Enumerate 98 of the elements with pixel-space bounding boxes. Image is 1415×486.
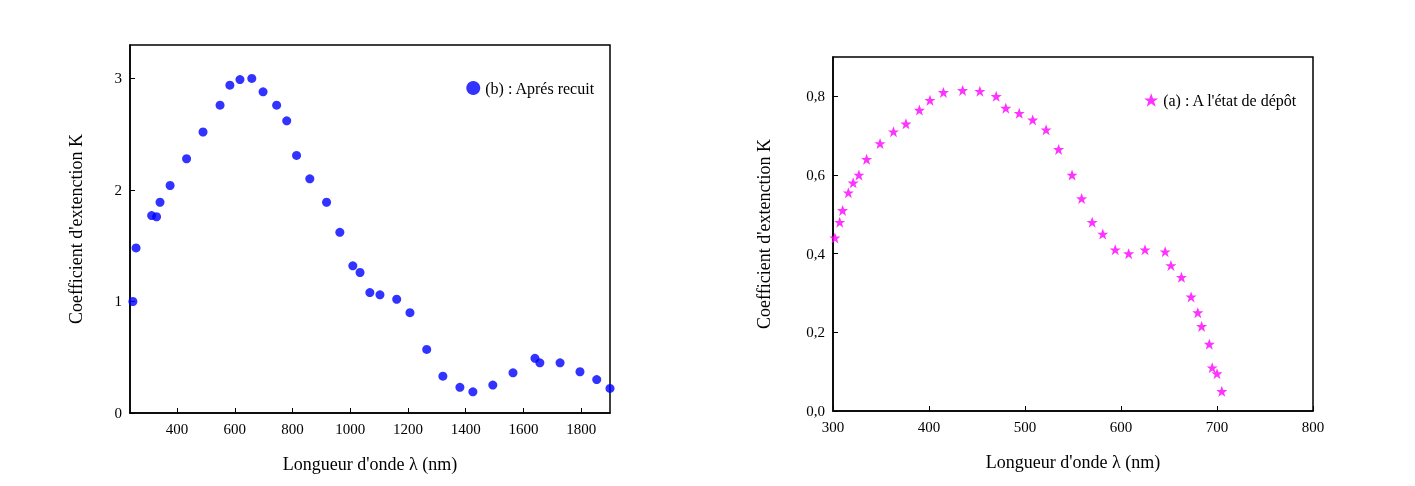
point <box>1175 271 1187 283</box>
point <box>165 181 175 191</box>
point <box>1097 228 1109 240</box>
x-tick-label: 400 <box>165 420 189 437</box>
point <box>535 358 545 368</box>
point <box>1159 246 1171 258</box>
legend-label: (a) : A l'état de dépôt <box>1163 91 1297 110</box>
point <box>1139 244 1151 256</box>
point <box>1040 124 1052 136</box>
point <box>1076 193 1088 205</box>
y-tick-label: 1 <box>114 293 122 310</box>
point <box>455 382 465 392</box>
x-axis-title: Longueur d'onde λ (nm) <box>985 452 1161 473</box>
x-tick-label: 300 <box>821 418 845 435</box>
point <box>405 308 415 318</box>
x-tick-label: 1800 <box>566 420 597 437</box>
y-tick-label: 0 <box>114 405 122 421</box>
point <box>225 80 235 90</box>
legend-label: (b) : Aprés recuit <box>485 79 595 98</box>
y-tick-label: 0,2 <box>806 324 825 341</box>
x-axis-title: Longueur d'onde λ (nm) <box>282 454 458 475</box>
x-tick-label: 1600 <box>508 420 539 437</box>
point <box>1165 259 1177 271</box>
y-tick-label: 2 <box>114 181 122 198</box>
point <box>1086 216 1098 228</box>
point <box>1216 385 1228 397</box>
point <box>335 227 345 237</box>
point <box>258 87 268 97</box>
x-tick-label: 1200 <box>392 420 423 437</box>
point <box>235 75 245 85</box>
point <box>198 127 208 137</box>
point <box>365 288 375 298</box>
point <box>375 290 385 300</box>
point <box>182 154 192 164</box>
y-tick-label: 0,0 <box>806 403 825 419</box>
point <box>272 100 282 110</box>
point <box>1196 320 1208 332</box>
point <box>1109 244 1121 256</box>
x-tick-label: 600 <box>223 420 247 437</box>
y-axis-title: Coefficient d'extenction K <box>754 139 774 329</box>
x-tick-label: 800 <box>1301 418 1325 435</box>
point <box>322 197 332 207</box>
point <box>131 243 141 253</box>
point <box>605 383 615 393</box>
y-tick-label: 0,4 <box>806 245 826 262</box>
point <box>1053 143 1065 155</box>
point <box>1206 362 1218 374</box>
point <box>1211 368 1223 380</box>
x-tick-label: 1400 <box>450 420 481 437</box>
point <box>392 294 402 304</box>
point <box>1192 307 1204 319</box>
point <box>853 169 865 181</box>
point <box>913 104 925 116</box>
point <box>837 204 849 216</box>
point <box>488 380 498 390</box>
point <box>152 212 162 222</box>
point <box>215 100 225 110</box>
point <box>1123 248 1135 260</box>
y-axis-title: Coefficient d'extenction K <box>66 134 86 324</box>
point <box>834 216 846 228</box>
point <box>592 375 602 385</box>
point <box>282 116 292 126</box>
point <box>1203 338 1215 350</box>
point <box>575 367 585 377</box>
point <box>555 358 565 368</box>
point <box>1027 114 1039 126</box>
point <box>438 371 448 381</box>
point <box>1013 107 1025 119</box>
x-tick-label: 1000 <box>335 420 366 437</box>
point <box>468 387 478 397</box>
point <box>155 197 165 207</box>
x-tick-label: 600 <box>1109 418 1133 435</box>
y-tick-label: 0,8 <box>806 88 825 105</box>
point <box>508 368 518 378</box>
x-tick-label: 800 <box>281 420 304 437</box>
point <box>974 85 986 97</box>
point <box>874 138 886 150</box>
point <box>247 73 257 83</box>
point <box>305 174 315 184</box>
point <box>128 296 138 306</box>
point <box>348 261 358 271</box>
y-tick-label: 3 <box>114 70 122 87</box>
point <box>422 344 432 354</box>
point <box>957 84 969 96</box>
point <box>887 126 899 138</box>
point <box>1000 102 1012 114</box>
point <box>847 177 859 189</box>
point <box>842 187 854 199</box>
point <box>861 153 873 165</box>
x-tick-label: 400 <box>917 418 941 435</box>
x-tick-label: 500 <box>1013 418 1037 435</box>
x-tick-label: 700 <box>1205 418 1229 435</box>
y-tick-label: 0,6 <box>806 167 826 183</box>
point <box>937 86 949 98</box>
point <box>292 150 302 160</box>
point <box>924 94 936 106</box>
point <box>990 90 1002 102</box>
point <box>355 267 365 277</box>
